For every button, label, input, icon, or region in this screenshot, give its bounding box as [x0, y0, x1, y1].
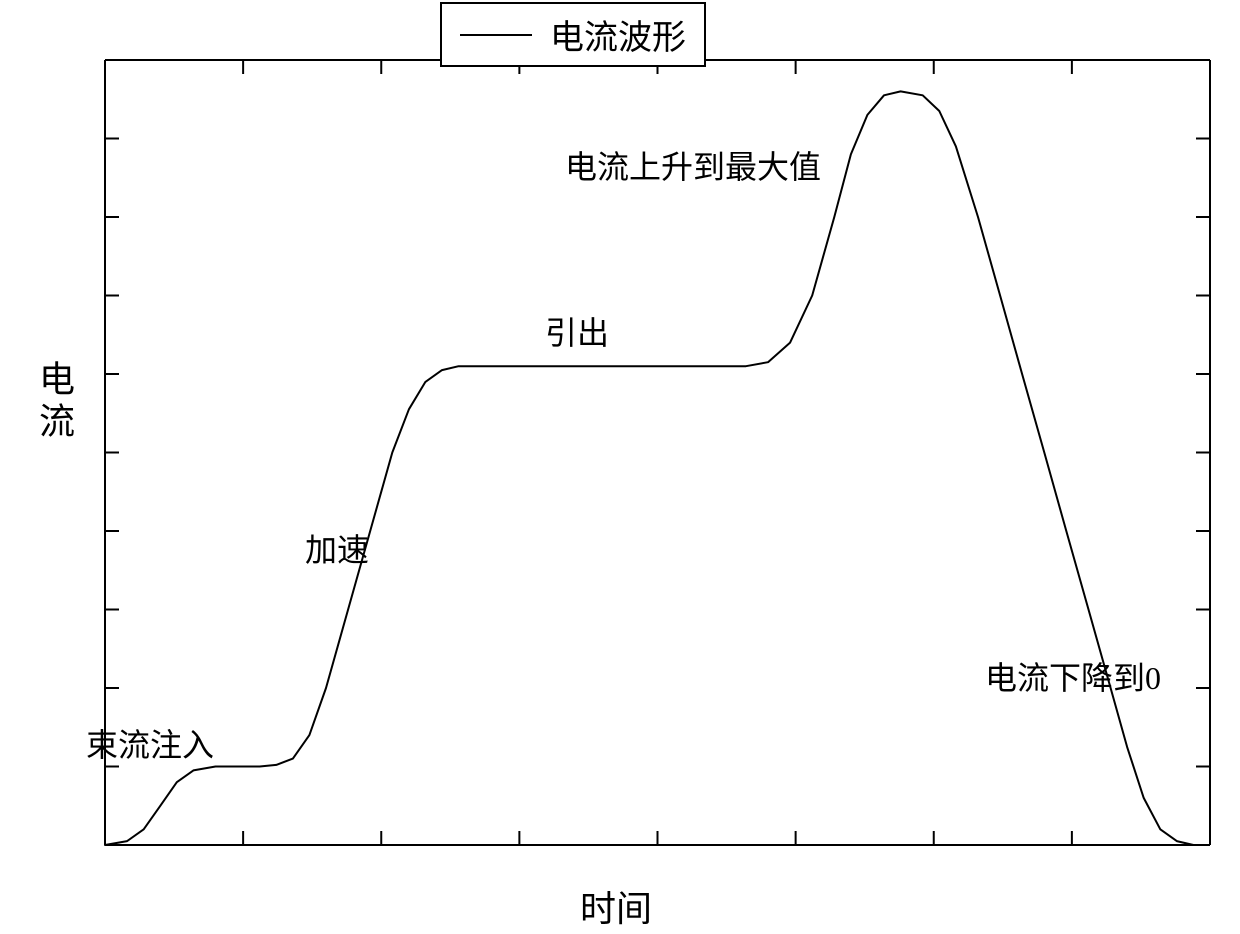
x-axis-label: 时间 [580, 880, 652, 932]
annotation-extraction: 引出 [545, 308, 609, 354]
annotation-acceleration: 加速 [305, 525, 369, 571]
legend-label: 电流波形 [550, 10, 686, 59]
chart-svg [0, 0, 1240, 934]
annotation-rise-to-max: 电流上升到最大值 [565, 142, 821, 188]
annotation-fall-to-zero: 电流下降到0 [985, 653, 1161, 699]
chart-container: 电流波形 电流 时间 束流注入 加速 引出 电流上升到最大值 电流下降到0 [0, 0, 1240, 934]
annotation-beam-injection: 束流注入 [86, 720, 214, 766]
y-axis-label: 电流 [28, 360, 80, 444]
legend-line-sample [460, 34, 532, 36]
legend: 电流波形 [440, 2, 706, 67]
